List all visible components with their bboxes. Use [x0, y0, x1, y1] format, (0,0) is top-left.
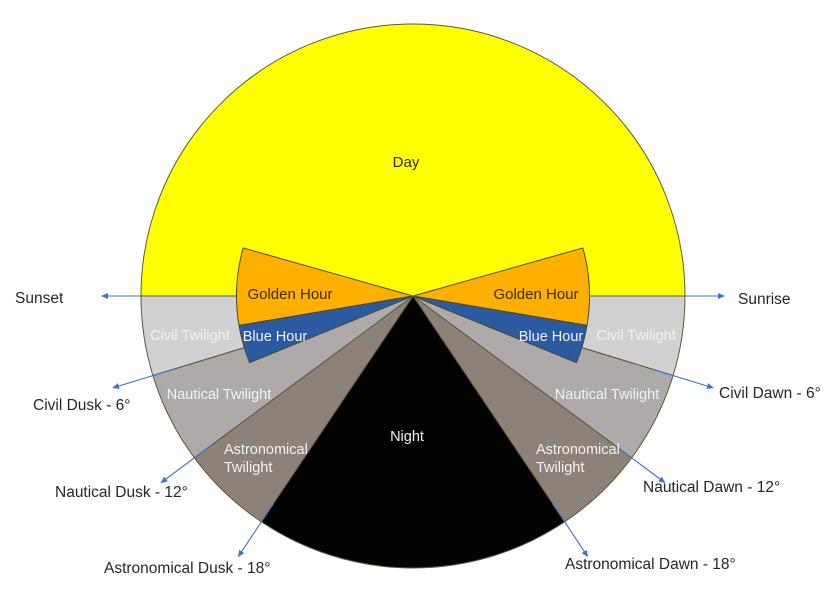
svg-text:Blue Hour: Blue Hour	[243, 329, 308, 345]
svg-text:Golden Hour: Golden Hour	[493, 286, 578, 303]
svg-text:Night: Night	[390, 429, 424, 445]
svg-text:Astronomical: Astronomical	[536, 442, 620, 458]
svg-text:Civil Twilight: Civil Twilight	[150, 328, 230, 344]
svg-text:Nautical Twilight: Nautical Twilight	[167, 387, 272, 403]
svg-text:Blue Hour: Blue Hour	[519, 329, 584, 345]
svg-text:Nautical Dawn - 12°: Nautical Dawn - 12°	[643, 479, 780, 496]
svg-text:Nautical Dusk - 12°: Nautical Dusk - 12°	[55, 484, 188, 501]
svg-text:Day: Day	[393, 154, 420, 171]
svg-text:Civil Dusk - 6°: Civil Dusk - 6°	[33, 397, 131, 414]
svg-text:Twilight: Twilight	[536, 460, 584, 476]
svg-text:Golden Hour: Golden Hour	[247, 286, 332, 303]
svg-text:Civil Dawn - 6°: Civil Dawn - 6°	[719, 385, 821, 402]
svg-text:Astronomical Dawn - 18°: Astronomical Dawn - 18°	[565, 556, 736, 573]
svg-text:Sunrise: Sunrise	[738, 291, 791, 308]
svg-text:Nautical Twilight: Nautical Twilight	[555, 387, 660, 403]
svg-text:Civil Twilight: Civil Twilight	[596, 328, 676, 344]
svg-text:Astronomical: Astronomical	[224, 442, 308, 458]
svg-text:Twilight: Twilight	[224, 460, 272, 476]
svg-text:Sunset: Sunset	[15, 290, 64, 307]
svg-text:Astronomical Dusk - 18°: Astronomical Dusk - 18°	[104, 560, 270, 577]
